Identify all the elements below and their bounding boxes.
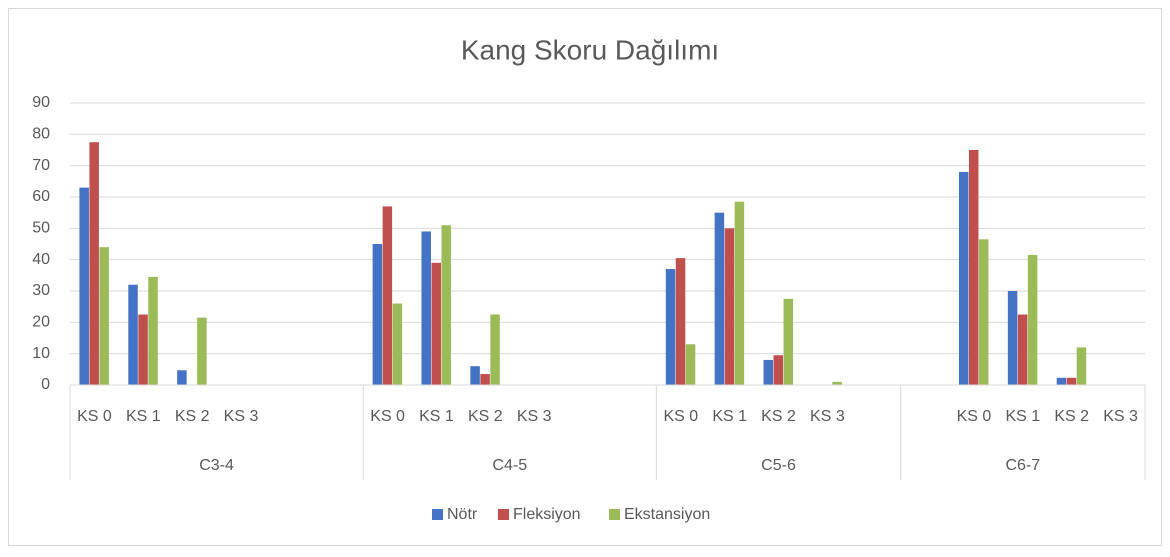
legend-swatch bbox=[609, 509, 620, 520]
legend-swatch bbox=[432, 509, 443, 520]
bar bbox=[421, 231, 431, 385]
x-tick-label: KS 0 bbox=[663, 408, 698, 425]
bar bbox=[1007, 291, 1018, 385]
group-label: C4-5 bbox=[492, 457, 527, 474]
bar bbox=[431, 262, 441, 385]
bar bbox=[1076, 347, 1087, 385]
x-tick-label: KS 3 bbox=[1103, 408, 1138, 425]
bar bbox=[958, 171, 969, 385]
legend-swatch bbox=[498, 509, 509, 520]
y-tick-label: 10 bbox=[32, 345, 50, 362]
bar bbox=[177, 370, 187, 385]
x-tick-label: KS 3 bbox=[810, 408, 845, 425]
legend-label: Nötr bbox=[447, 506, 478, 523]
x-tick-label: KS 1 bbox=[126, 408, 161, 425]
bar bbox=[1017, 314, 1028, 385]
group-label: C6-7 bbox=[1005, 457, 1040, 474]
bar bbox=[89, 142, 99, 385]
bar bbox=[783, 298, 794, 385]
group-label: C5-6 bbox=[761, 457, 796, 474]
bar bbox=[470, 366, 480, 385]
chart-border bbox=[8, 8, 1162, 546]
y-tick-label: 60 bbox=[32, 188, 50, 205]
bar bbox=[128, 284, 138, 385]
bar bbox=[372, 244, 383, 385]
bar bbox=[665, 269, 676, 385]
bar bbox=[99, 247, 109, 385]
x-tick-label: KS 2 bbox=[761, 408, 796, 425]
x-tick-label: KS 1 bbox=[712, 408, 747, 425]
bar bbox=[734, 201, 745, 385]
x-tick-label: KS 2 bbox=[175, 408, 210, 425]
y-tick-label: 40 bbox=[32, 251, 50, 268]
x-tick-label: KS 0 bbox=[957, 408, 992, 425]
bar bbox=[1056, 377, 1067, 385]
bar bbox=[968, 150, 979, 385]
chart-title: Kang Skoru Dağılımı bbox=[461, 34, 719, 65]
bar bbox=[79, 187, 89, 385]
x-tick-label: KS 1 bbox=[1005, 408, 1040, 425]
bar bbox=[441, 225, 451, 385]
x-tick-label: KS 2 bbox=[1054, 408, 1089, 425]
bar bbox=[763, 359, 774, 385]
y-tick-label: 70 bbox=[32, 157, 50, 174]
y-tick-label: 80 bbox=[32, 126, 50, 143]
bar bbox=[1066, 377, 1077, 385]
bar bbox=[148, 276, 158, 385]
bar bbox=[138, 314, 148, 385]
bar bbox=[724, 228, 735, 385]
y-tick-label: 0 bbox=[41, 376, 50, 393]
bar bbox=[685, 344, 696, 385]
bar bbox=[197, 317, 207, 385]
legend-label: Fleksiyon bbox=[513, 506, 581, 523]
bar bbox=[675, 258, 686, 385]
x-tick-label: KS 1 bbox=[419, 408, 454, 425]
x-tick-label: KS 0 bbox=[370, 408, 405, 425]
x-tick-label: KS 2 bbox=[468, 408, 503, 425]
bar bbox=[1027, 254, 1038, 385]
x-tick-label: KS 3 bbox=[224, 408, 259, 425]
legend-label: Ekstansiyon bbox=[624, 506, 710, 523]
bar bbox=[490, 314, 500, 385]
x-tick-label: KS 3 bbox=[517, 408, 552, 425]
bar bbox=[832, 381, 842, 385]
x-tick-label: KS 0 bbox=[77, 408, 112, 425]
y-tick-label: 20 bbox=[32, 314, 50, 331]
bar bbox=[714, 212, 725, 385]
group-label: C3-4 bbox=[199, 457, 234, 474]
bar bbox=[773, 355, 784, 385]
bar bbox=[480, 374, 490, 385]
y-tick-label: 90 bbox=[32, 94, 50, 111]
y-tick-label: 50 bbox=[32, 220, 50, 237]
bar bbox=[382, 206, 393, 385]
bar bbox=[978, 239, 989, 385]
y-tick-label: 30 bbox=[32, 282, 50, 299]
bar bbox=[392, 303, 403, 385]
